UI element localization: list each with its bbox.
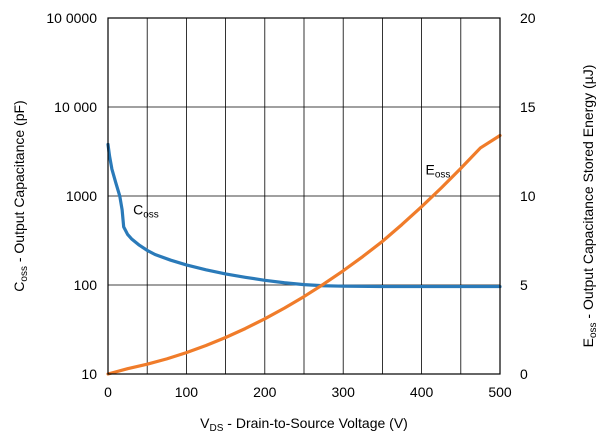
grid [108, 18, 500, 374]
y-left-tick-label: 100 [74, 277, 98, 293]
x-tick-label: 200 [253, 384, 277, 400]
x-axis-label: VDS - Drain-to-Source Voltage (V) [200, 415, 408, 434]
y-right-tick-label: 20 [520, 10, 536, 26]
y-left-tick-label: 1000 [66, 188, 97, 204]
y-left-tick-labels: 10 100 1000 10 000 10 0000 [46, 10, 97, 382]
y-left-tick-label: 10 0000 [46, 10, 97, 26]
y-left-tick-label: 10 [81, 366, 97, 382]
x-tick-label: 0 [104, 384, 112, 400]
y-right-tick-label: 15 [520, 99, 536, 115]
x-tick-label: 400 [410, 384, 434, 400]
y-right-tick-label: 5 [520, 277, 528, 293]
y-right-tick-label: 10 [520, 188, 536, 204]
y-left-axis-label: Coss - Output Capacitance (pF) [11, 100, 30, 291]
series-label-coss: Coss [133, 201, 159, 220]
series-line-coss [106, 142, 502, 289]
y-right-axis-label: Eoss - Output Capacitance Stored Energy … [580, 65, 599, 348]
x-tick-labels: 0 100 200 300 400 500 [104, 384, 512, 400]
series-layer [106, 133, 502, 376]
series-line-eoss [106, 133, 502, 376]
y-right-tick-labels: 0 5 10 15 20 [520, 10, 536, 382]
series-annotations: Coss Eoss [133, 162, 450, 221]
y-right-tick-label: 0 [520, 366, 528, 382]
x-tick-label: 100 [175, 384, 199, 400]
x-tick-label: 500 [488, 384, 512, 400]
plot-frame [107, 17, 501, 375]
x-tick-label: 300 [332, 384, 356, 400]
series-label-eoss: Eoss [426, 162, 451, 181]
y-left-tick-label: 10 000 [54, 99, 97, 115]
